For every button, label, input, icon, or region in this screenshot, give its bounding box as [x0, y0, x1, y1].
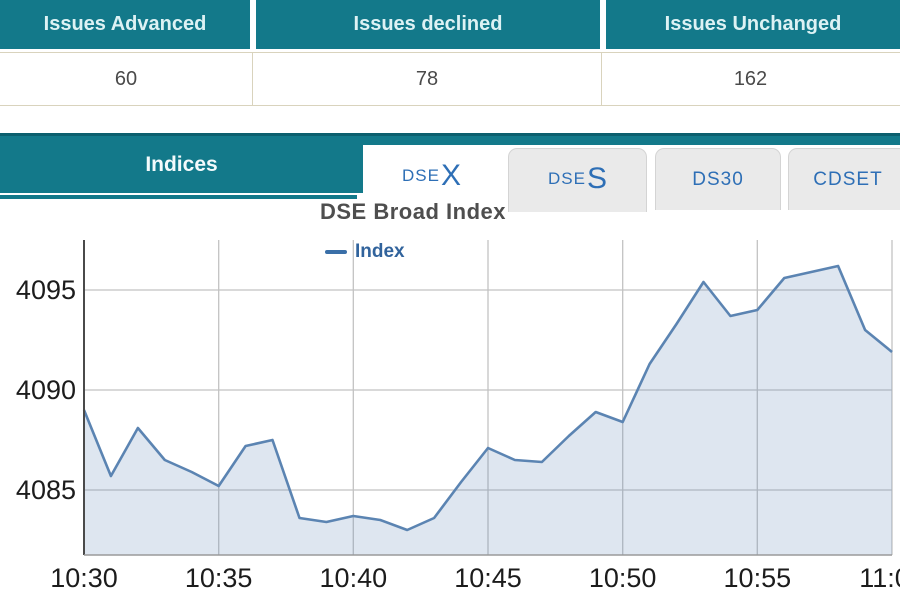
indices-underline: [0, 195, 357, 199]
y-axis-label: 4085: [15, 475, 76, 505]
index-line-series: [82, 264, 893, 532]
tab-dsex-label-big: X: [440, 159, 461, 192]
tab-dsex-label: DSE: [402, 166, 440, 185]
tab-cdset[interactable]: CDSET: [788, 148, 900, 210]
value-issues-declined: 78: [253, 53, 602, 105]
issues-summary-header-row: Issues Advanced Issues declined Issues U…: [0, 0, 900, 49]
x-axis-label: 10:55: [723, 563, 792, 593]
x-axis-label: 10:35: [184, 563, 253, 593]
index-area-chart: [82, 240, 893, 556]
value-issues-unchanged: 162: [733, 67, 768, 90]
x-axis-label: 11:00: [859, 563, 900, 593]
issues-summary-value-row: 60 78 162: [0, 52, 900, 106]
y-axis-labels: 4085 4090 4095: [0, 0, 80, 600]
indices-title: Indices: [145, 152, 218, 176]
tab-dsex[interactable]: DSE X: [363, 146, 500, 212]
legend-label: Index: [355, 241, 405, 262]
x-axis-label: 10:45: [454, 563, 522, 593]
value-issues-advanced: 60: [0, 53, 253, 105]
header-issues-advanced: Issues Advanced: [0, 0, 250, 49]
chart-title: DSE Broad Index: [320, 199, 506, 224]
tab-dses[interactable]: DSE S: [508, 148, 647, 212]
legend-line-marker-icon: [325, 250, 347, 254]
x-axis-label: 10:30: [50, 563, 118, 593]
header-issues-declined: Issues declined: [256, 0, 600, 49]
x-axis-labels: 10:30 10:35 10:40 10:45 10:50 10:55 11:00: [0, 562, 900, 598]
tab-ds30-label: DS30: [692, 168, 744, 190]
y-axis-label: 4095: [15, 275, 76, 305]
legend-item-index[interactable]: Index: [325, 241, 405, 263]
y-axis-label: 4090: [15, 375, 76, 405]
x-axis-label: 10:40: [319, 563, 388, 593]
header-issues-unchanged: Issues Unchanged: [606, 0, 900, 49]
tab-cdset-label: CDSET: [813, 168, 883, 190]
tab-dses-label: DSE: [548, 168, 586, 188]
indices-header: Indices: [0, 133, 363, 193]
tab-dses-label-big: S: [586, 161, 607, 195]
tab-ds30[interactable]: DS30: [655, 148, 781, 210]
x-axis-label: 10:50: [588, 563, 657, 593]
